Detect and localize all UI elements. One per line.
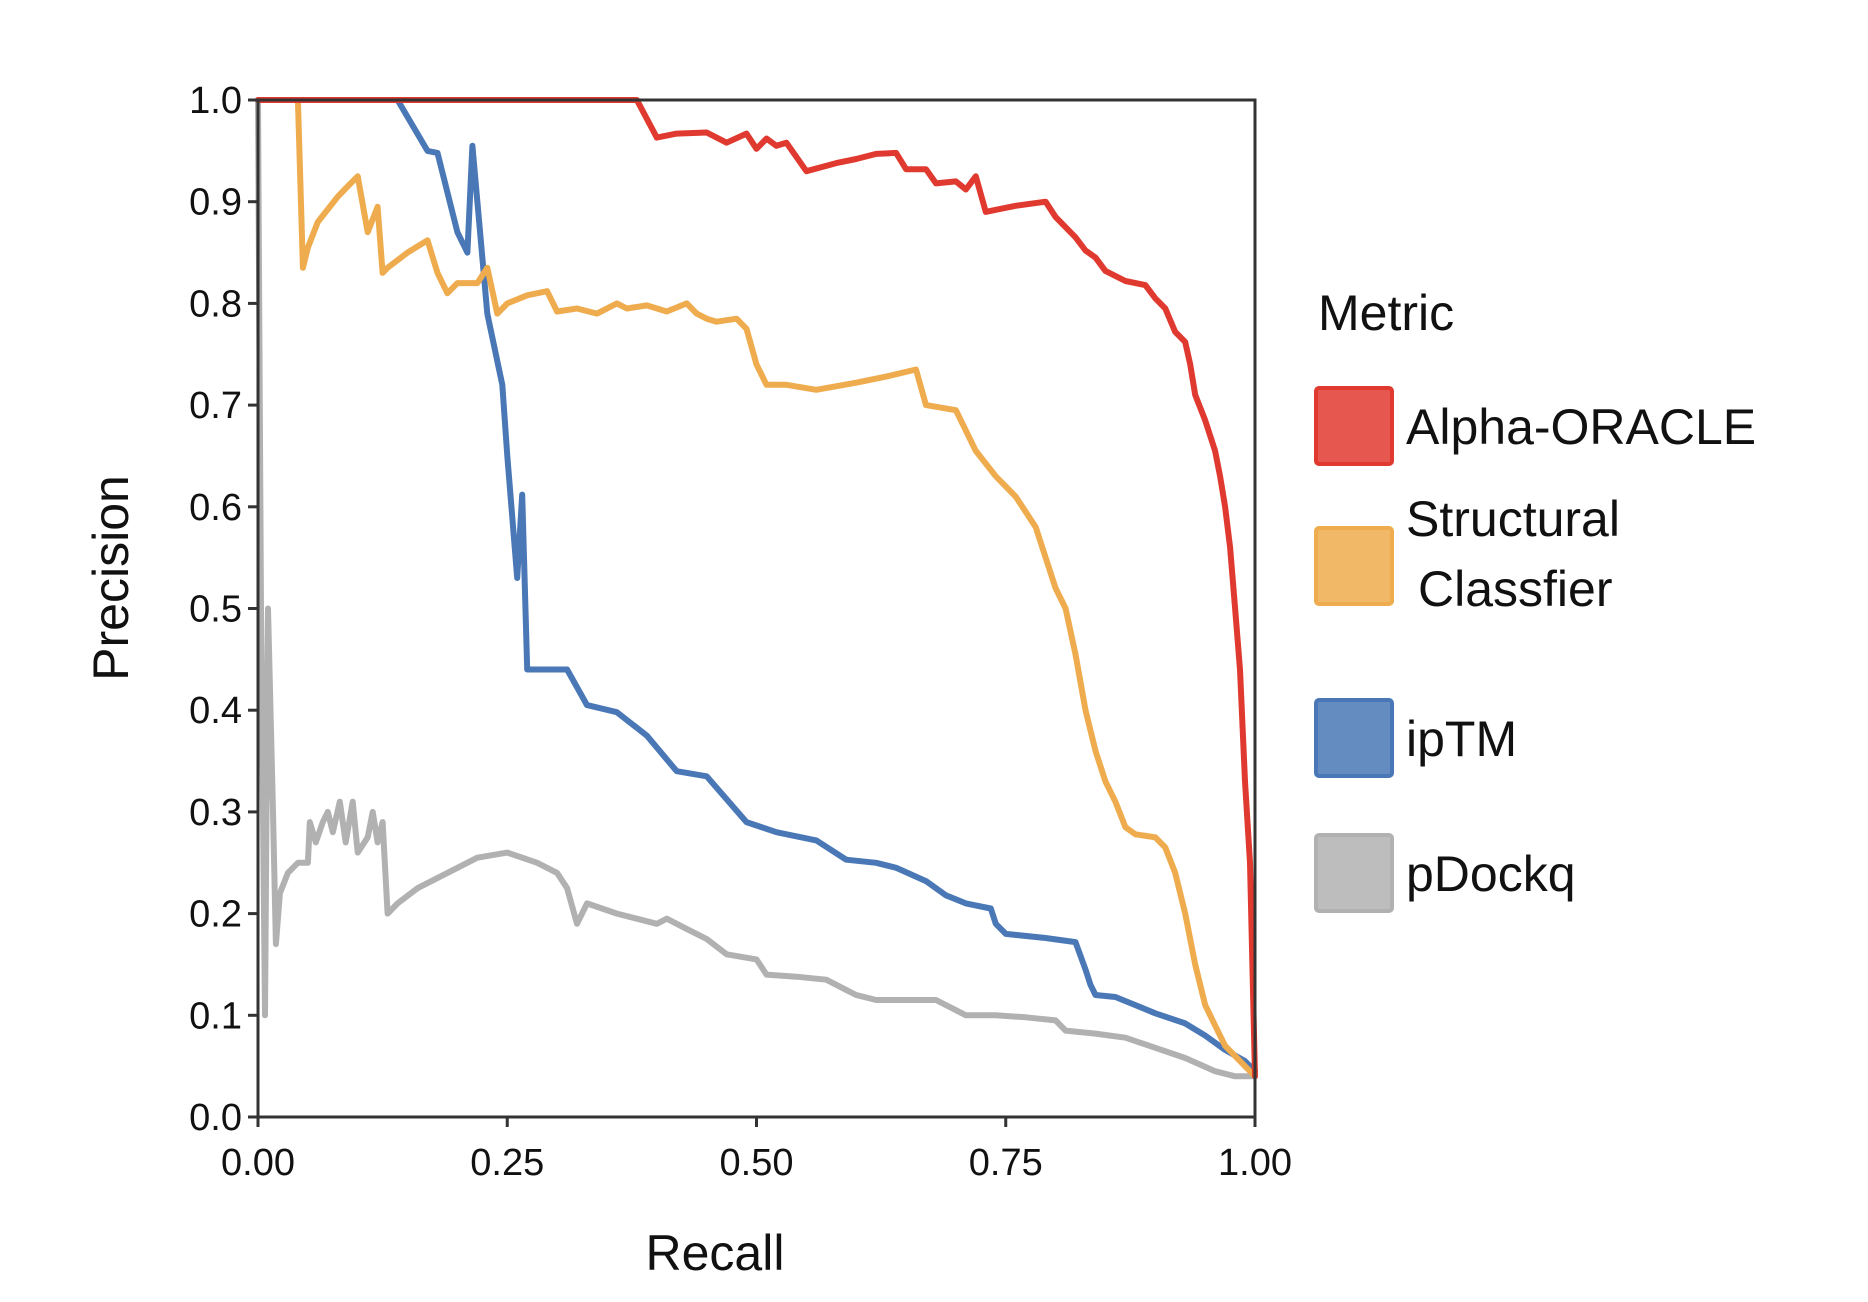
y-tick-label: 0.3 [189,792,242,834]
legend-swatch-2 [1314,698,1394,778]
x-tick-label: 0.00 [221,1142,295,1184]
y-tick-label: 0.7 [189,385,242,427]
series-line-3 [255,97,1258,1080]
y-tick-label: 0.9 [189,182,242,224]
legend-label-2: ipTM [1406,711,1517,767]
y-tick-label: 0.5 [189,589,242,631]
x-tick-label: 1.00 [1218,1142,1292,1184]
series-line-0 [255,97,1258,1080]
legend-label-3: pDockq [1406,846,1576,902]
legend-swatch-1 [1314,526,1394,606]
legend-title: Metric [1318,285,1454,341]
y-tick-label: 0.4 [189,690,242,732]
y-tick-label: 0.6 [189,487,242,529]
y-axis-title: Precision [83,475,139,681]
y-tick-label: 1.0 [189,80,242,122]
y-tick-label: 0.8 [189,283,242,325]
series-line-2 [255,97,1258,1075]
y-tick-label: 0.0 [189,1097,242,1139]
legend-label-1: Structural Classfier [1406,491,1620,617]
legend: Metric Alpha-ORACLE Structural Classfier ip… [1314,285,1756,913]
x-tick-label: 0.25 [470,1142,544,1184]
legend-swatch-3 [1314,833,1394,913]
x-tick-label: 0.50 [720,1142,794,1184]
y-tick-label: 0.1 [189,995,242,1037]
x-axis: 0.00 0.25 0.50 0.75 1.00 [221,1117,1292,1184]
y-axis: 0.0 0.1 0.2 0.3 0.4 0.5 0.6 0.7 0.8 0.9 1.0 [189,80,258,1139]
plot-series-layer [255,97,1258,1080]
legend-swatch-0 [1314,386,1394,466]
legend-label-0: Alpha-ORACLE [1406,399,1756,455]
x-tick-label: 0.75 [969,1142,1043,1184]
series-line-1 [255,97,1258,1080]
y-tick-label: 0.2 [189,894,242,936]
x-axis-title: Recall [646,1225,785,1281]
